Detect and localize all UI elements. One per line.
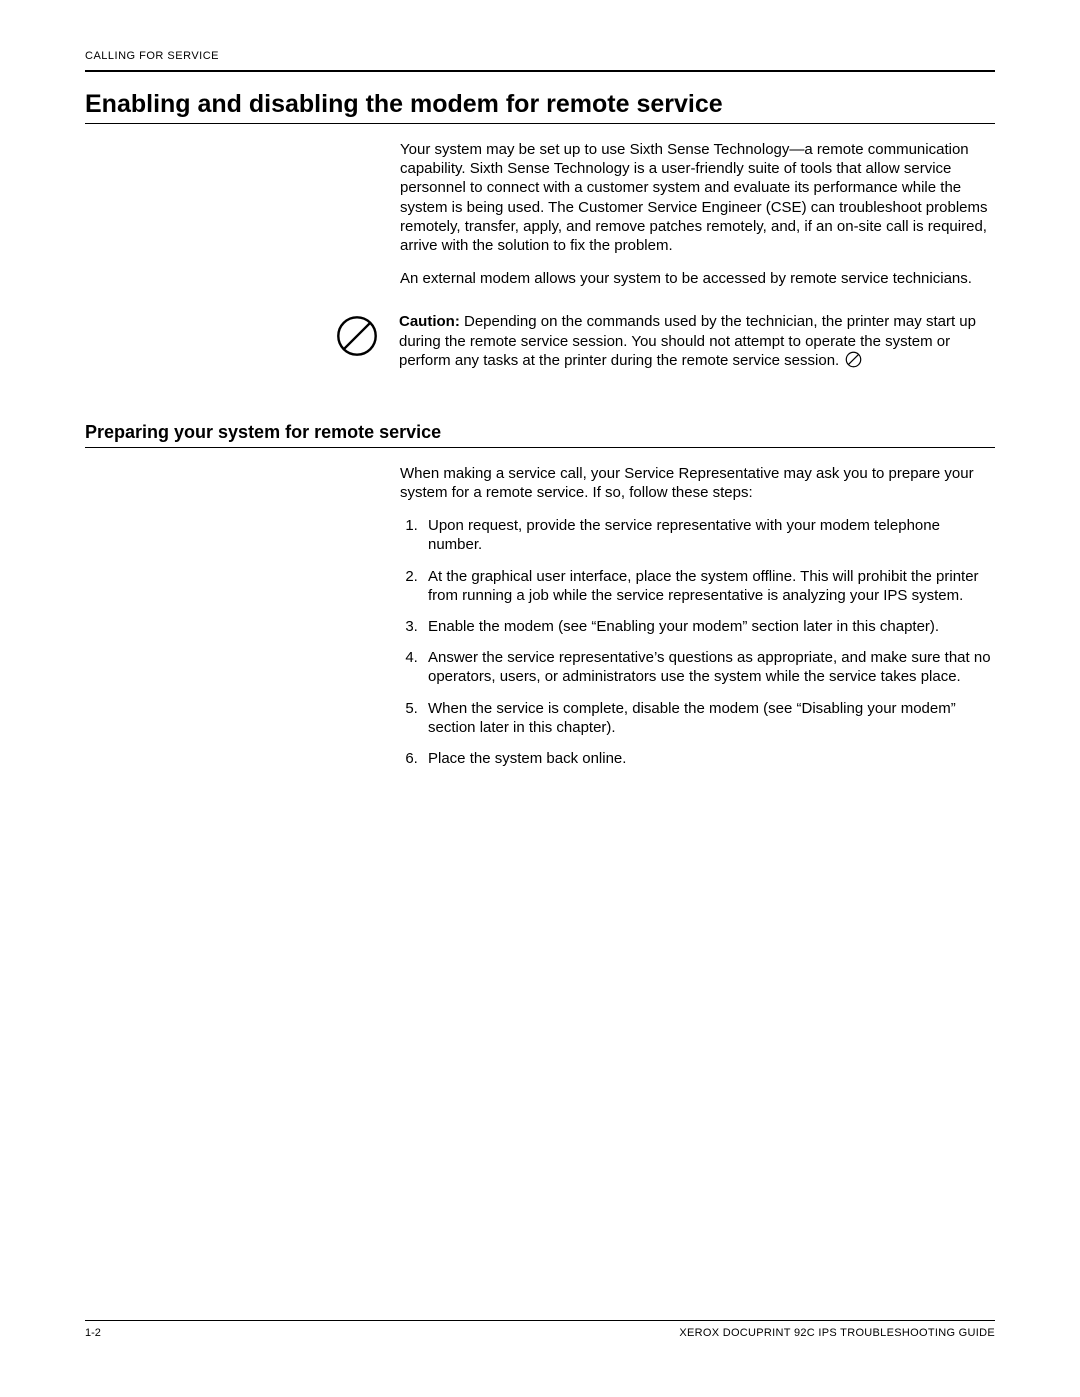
page-footer: 1-2 XEROX DOCUPRINT 92C IPS TROUBLESHOOT…: [85, 1320, 995, 1339]
footer-doc-title: XEROX DOCUPRINT 92C IPS TROUBLESHOOTING …: [679, 1327, 995, 1339]
intro-paragraph-1: Your system may be set up to use Sixth S…: [400, 140, 995, 255]
intro-body: Your system may be set up to use Sixth S…: [400, 140, 995, 288]
h2-rule: [85, 447, 995, 448]
prohibition-icon-inline: [845, 351, 862, 368]
heading-2: Preparing your system for remote service: [85, 422, 995, 443]
document-page: CALLING FOR SERVICE Enabling and disabli…: [0, 0, 1080, 1397]
running-header: CALLING FOR SERVICE: [85, 50, 995, 62]
caution-label: Caution:: [399, 313, 460, 330]
h1-rule: [85, 123, 995, 124]
section-body: When making a service call, your Service…: [400, 464, 995, 768]
heading-1: Enabling and disabling the modem for rem…: [85, 90, 995, 119]
steps-list: Upon request, provide the service repres…: [422, 516, 995, 768]
step-item: Answer the service representative’s ques…: [422, 648, 995, 686]
step-item: When the service is complete, disable th…: [422, 699, 995, 737]
step-item: At the graphical user interface, place t…: [422, 567, 995, 605]
footer-page-number: 1-2: [85, 1327, 101, 1339]
step-item: Enable the modem (see “Enabling your mod…: [422, 617, 995, 636]
intro-paragraph-2: An external modem allows your system to …: [400, 269, 995, 288]
header-rule: [85, 70, 995, 72]
caution-block: Caution: Depending on the commands used …: [335, 312, 995, 370]
caution-text: Caution: Depending on the commands used …: [399, 312, 995, 370]
prohibition-icon: [335, 314, 379, 358]
caution-body: Depending on the commands used by the te…: [399, 313, 976, 368]
step-item: Place the system back online.: [422, 749, 995, 768]
step-item: Upon request, provide the service repres…: [422, 516, 995, 554]
h2-intro-paragraph: When making a service call, your Service…: [400, 464, 995, 502]
